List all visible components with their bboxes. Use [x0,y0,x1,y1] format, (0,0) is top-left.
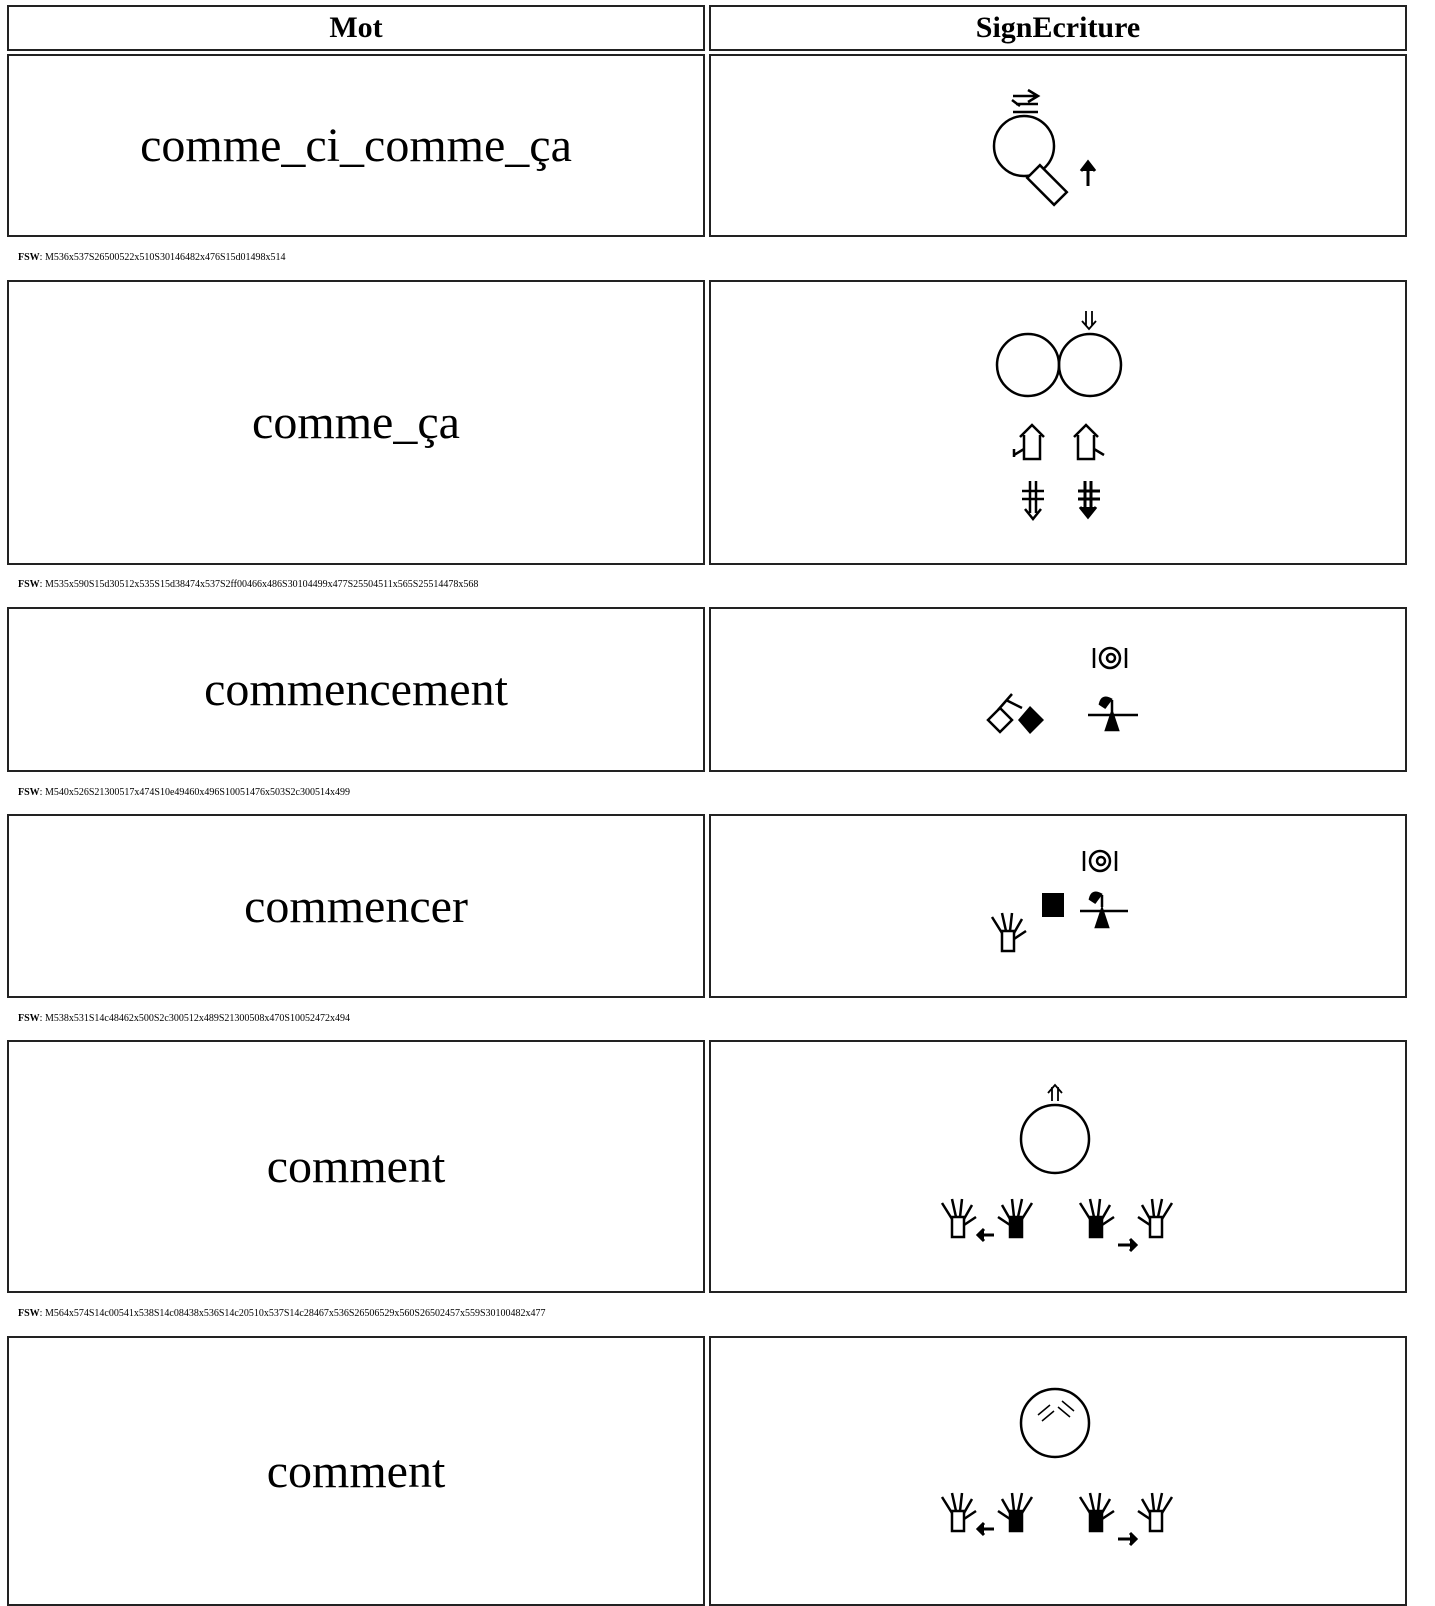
signwriting-glyph [995,310,1123,521]
word-cell: comme_ci_comme_ça [7,54,705,237]
fsw-label: FSW [18,1308,40,1319]
fsw-separator: : [39,1308,45,1319]
fsw-code: M564x574S14c00541x538S14c08438x536S14c20… [44,1308,546,1319]
fsw-separator: : [39,1013,45,1024]
word-cell: commencement [7,607,705,772]
fsw-label: FSW [18,1013,40,1024]
fsw-line: FSW: M535x590S15d30512x535S15d38474x537S… [18,579,478,590]
fsw-code: M536x537S26500522x510S30146482x476S15d01… [44,252,286,263]
header-cell: Mot [7,5,705,51]
word-cell: commencer [7,814,705,998]
fsw-label: FSW [18,252,40,263]
fsw-code: M535x590S15d30512x535S15d38474x537S2ff00… [44,579,479,590]
sign-cell [709,1336,1407,1606]
signwriting-glyph [992,88,1097,207]
fsw-label: FSW [18,787,40,798]
signwriting-glyph [940,1083,1174,1252]
signwriting-glyph [990,849,1128,953]
signwriting-glyph [940,1387,1174,1547]
sign-cell [709,54,1407,237]
word-cell: comment [7,1040,705,1293]
fsw-line: FSW: M540x526S21300517x474S10e49460x496S… [18,787,350,798]
sign-cell [709,607,1407,772]
fsw-separator: : [39,252,45,263]
word-cell: comment [7,1336,705,1606]
sign-cell [709,280,1407,565]
fsw-label: FSW [18,579,40,590]
fsw-code: M538x531S14c48462x500S2c300512x489S21300… [44,1013,350,1024]
fsw-separator: : [39,787,45,798]
word-cell: comme_ça [7,280,705,565]
signwriting-glyph [986,646,1138,734]
fsw-line: FSW: M536x537S26500522x510S30146482x476S… [18,252,286,263]
fsw-line: FSW: M538x531S14c48462x500S2c300512x489S… [18,1013,350,1024]
sign-cell [709,814,1407,998]
header-cell: SignEcriture [709,5,1407,51]
sign-cell [709,1040,1407,1293]
fsw-line: FSW: M564x574S14c00541x538S14c08438x536S… [18,1308,546,1319]
fsw-code: M540x526S21300517x474S10e49460x496S10051… [44,787,350,798]
fsw-separator: : [39,579,45,590]
